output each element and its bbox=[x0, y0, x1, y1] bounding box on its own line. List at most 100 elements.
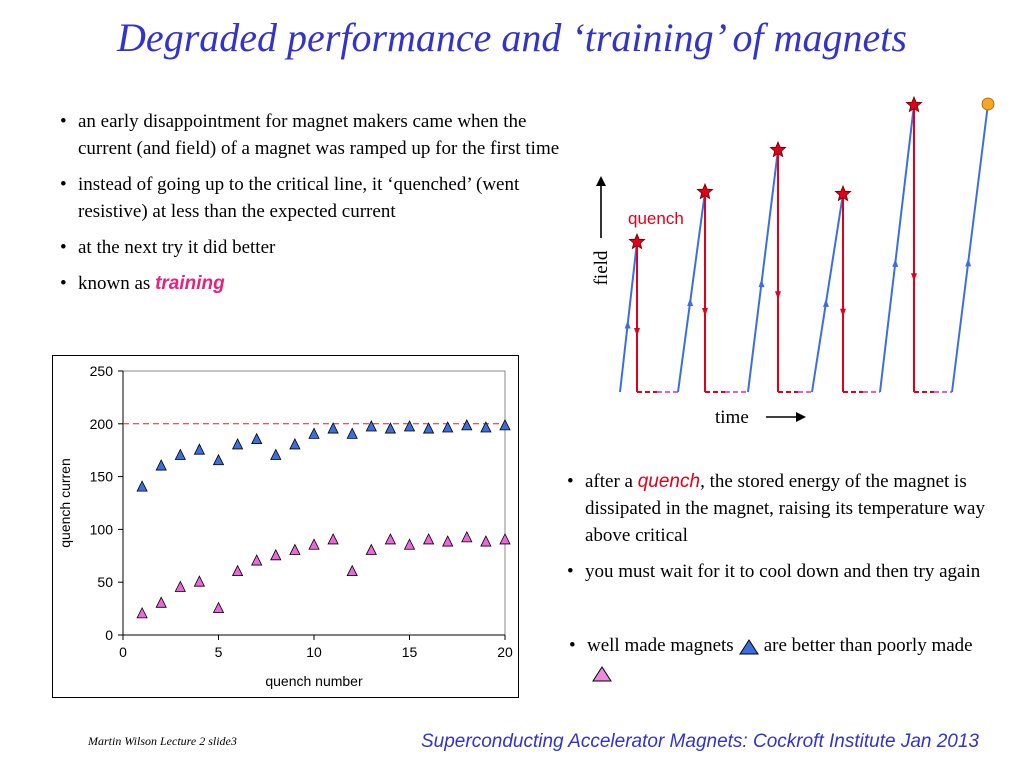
y-tick-label: 200 bbox=[90, 416, 114, 432]
data-point bbox=[251, 554, 263, 566]
quench-arrow bbox=[775, 291, 781, 300]
bullet-item: instead of going up to the critical line… bbox=[56, 171, 576, 225]
comparison-bullet-list: well made magnets are better than poorly … bbox=[565, 632, 985, 695]
data-point bbox=[365, 420, 377, 432]
x-tick-label: 5 bbox=[215, 644, 223, 660]
bullet-item: known as training bbox=[56, 270, 576, 297]
data-point bbox=[174, 448, 186, 460]
y-tick-label: 50 bbox=[97, 574, 113, 590]
data-point bbox=[422, 533, 435, 545]
bullet-item: at the next try it did better bbox=[56, 234, 576, 261]
data-point bbox=[346, 427, 358, 439]
data-point bbox=[480, 535, 492, 547]
bullet-prefix: known as bbox=[78, 273, 156, 294]
data-point bbox=[270, 548, 282, 561]
data-point bbox=[384, 422, 397, 434]
data-point bbox=[480, 421, 492, 433]
field-arrowhead bbox=[596, 176, 606, 186]
pink-triangle-icon bbox=[592, 665, 612, 682]
footer-credit: Martin Wilson Lecture 2 slide3 bbox=[88, 734, 237, 748]
training-scatter-chart: 0 50 100 150 200 250 0 5 10 15 20 quench number quen… bbox=[57, 363, 513, 689]
data-point bbox=[308, 427, 320, 439]
data-point bbox=[403, 420, 416, 432]
data-point bbox=[193, 443, 206, 455]
quench-training-diagram: field quench time bbox=[591, 95, 995, 428]
bullet-item: well made magnets are better than poorly … bbox=[565, 632, 985, 686]
data-point bbox=[289, 543, 301, 555]
footer-course: Superconducting Accelerator Magnets: Coc… bbox=[421, 731, 979, 752]
data-point bbox=[231, 438, 244, 450]
field-ramp-line bbox=[747, 149, 779, 393]
ramp-arrow bbox=[965, 258, 972, 267]
quench-arrow bbox=[634, 328, 640, 336]
field-axis-label: field bbox=[591, 250, 612, 285]
data-point bbox=[365, 543, 377, 555]
bullet-item: after a quench, the stored energy of the… bbox=[563, 468, 993, 549]
x-tick-label: 10 bbox=[306, 644, 322, 660]
x-axis-label: quench number bbox=[265, 673, 363, 689]
success-dot-icon bbox=[981, 97, 995, 111]
quench-arrow bbox=[840, 308, 846, 317]
quench-label: quench bbox=[628, 209, 684, 228]
top-bullet-list: an early disappointment for magnet maker… bbox=[56, 108, 576, 306]
ramp-arrow bbox=[624, 320, 631, 329]
y-tick-label: 100 bbox=[90, 521, 114, 537]
field-ramp-line bbox=[811, 193, 844, 393]
blue-triangle-icon bbox=[738, 638, 759, 655]
time-axis-label: time bbox=[715, 407, 749, 428]
x-tick-label: 15 bbox=[402, 644, 418, 660]
data-point bbox=[308, 538, 320, 550]
ramp-arrow bbox=[892, 258, 899, 267]
data-point bbox=[422, 422, 435, 434]
y-axis-label: quench curren bbox=[57, 458, 73, 548]
data-point bbox=[136, 480, 148, 492]
training-chart-frame: 0 50 100 150 200 250 0 5 10 15 20 quench number quen… bbox=[52, 355, 519, 698]
training-highlight: training bbox=[155, 273, 225, 294]
ramp-arrow bbox=[822, 298, 829, 307]
data-point bbox=[155, 459, 167, 471]
quench-arrow bbox=[911, 273, 917, 282]
data-point bbox=[461, 530, 473, 543]
slide-title: Degraded performance and ‘training’ of m… bbox=[117, 15, 907, 60]
ramp-arrow bbox=[758, 279, 765, 288]
bullet-suffix: , the stored energy of the magnet is dis… bbox=[585, 471, 985, 546]
data-point bbox=[155, 596, 167, 608]
data-point bbox=[174, 580, 186, 592]
bullet-item: you must wait for it to cool down and th… bbox=[563, 558, 993, 585]
quench-star-icon bbox=[696, 182, 714, 200]
data-point bbox=[270, 448, 282, 460]
bullet-prefix: after a bbox=[585, 471, 638, 492]
well-made-text: well made magnets bbox=[587, 635, 734, 656]
field-ramp-line bbox=[879, 104, 915, 393]
y-tick-label: 150 bbox=[90, 469, 114, 485]
data-point bbox=[499, 533, 511, 545]
data-point bbox=[327, 422, 339, 434]
ramp-arrow bbox=[687, 298, 694, 306]
data-point bbox=[251, 432, 263, 445]
data-point bbox=[212, 453, 225, 466]
field-ramp-line bbox=[677, 191, 706, 393]
data-point bbox=[384, 533, 397, 545]
right-bullet-list: after a quench, the stored energy of the… bbox=[563, 468, 993, 594]
data-point bbox=[212, 601, 225, 614]
data-point bbox=[231, 564, 244, 577]
data-point bbox=[461, 419, 473, 431]
data-point bbox=[499, 419, 511, 431]
data-point bbox=[289, 438, 301, 450]
quench-star-icon bbox=[628, 232, 646, 250]
data-point bbox=[193, 575, 206, 587]
data-point bbox=[442, 421, 454, 433]
x-tick-label: 0 bbox=[119, 644, 127, 660]
field-ramp-line bbox=[951, 103, 989, 393]
data-point bbox=[442, 535, 454, 547]
quench-arrow bbox=[702, 308, 708, 316]
y-tick-label: 250 bbox=[90, 363, 114, 379]
quench-highlight: quench bbox=[637, 471, 701, 492]
plot-area bbox=[122, 370, 506, 636]
poorly-made-text: are better than poorly made bbox=[763, 635, 973, 656]
x-tick-label: 20 bbox=[497, 644, 513, 660]
bullet-item: an early disappointment for magnet maker… bbox=[56, 108, 576, 162]
data-point bbox=[403, 538, 416, 550]
field-ramp-line bbox=[619, 241, 638, 393]
y-tick-label: 0 bbox=[105, 627, 113, 643]
